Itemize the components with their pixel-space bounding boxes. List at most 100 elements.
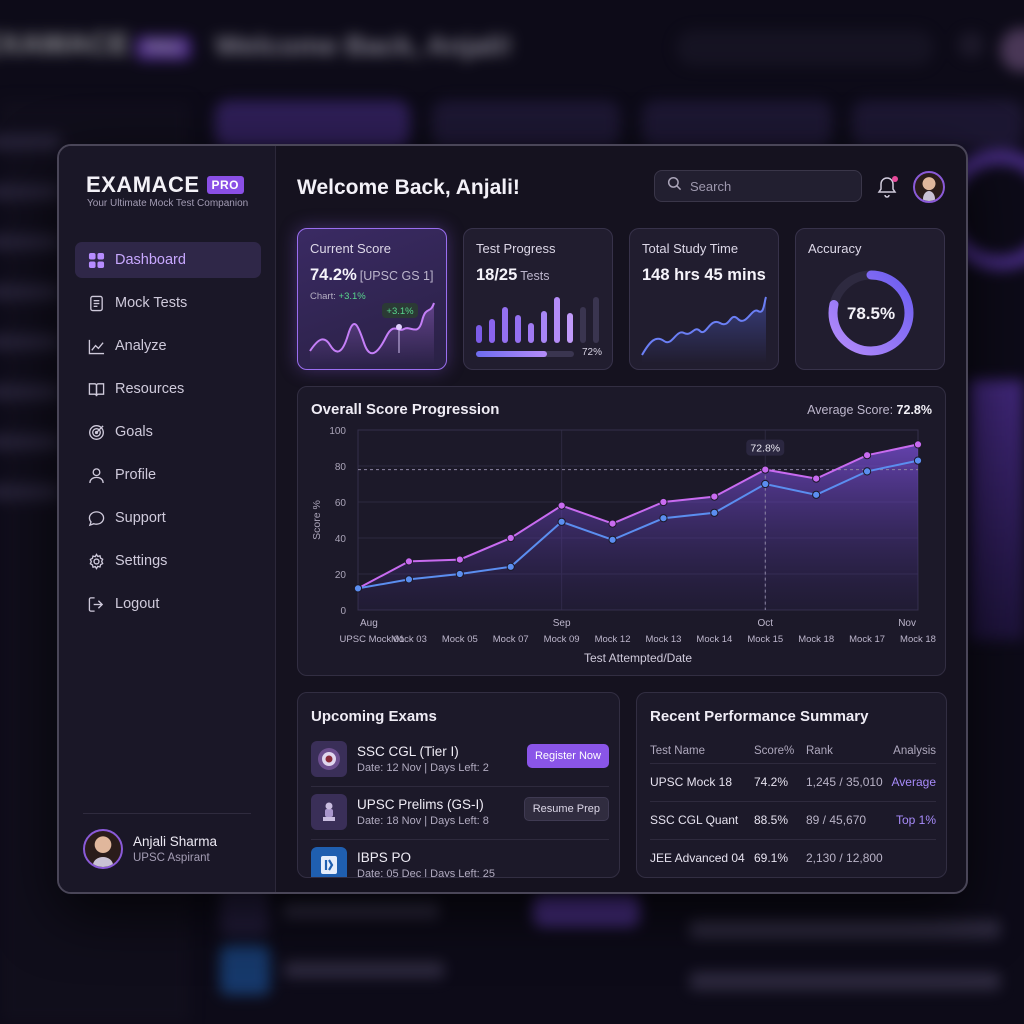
note-change: +3.1% [338, 291, 366, 302]
bg-welcome: Welcome Back, Anjali! [215, 30, 513, 61]
search-icon [667, 176, 682, 196]
table-row[interactable]: JEE Advanced 04 69.1% 2,130 / 12,800 [650, 838, 936, 877]
current-score-exam: [UPSC GS 1] [359, 269, 434, 283]
score-cell: 69.1% [754, 838, 806, 877]
series-line-primary [357, 443, 919, 590]
accuracy-card[interactable]: Accuracy 78.5% [795, 228, 945, 370]
data-point [862, 451, 872, 460]
accuracy-arc [828, 270, 914, 356]
score-tooltip: +3.1% [386, 306, 414, 317]
card-label: Accuracy [808, 241, 862, 256]
data-point [404, 575, 414, 584]
sidebar-item-mock-tests[interactable]: Mock Tests [75, 285, 261, 321]
tests-completed: 18/25 [476, 266, 518, 284]
sidebar-item-goals[interactable]: Goals [75, 414, 261, 450]
progression-title: Overall Score Progression [311, 401, 500, 418]
notification-bell-icon[interactable] [877, 176, 899, 198]
avatar[interactable] [913, 171, 945, 203]
column-header: Rank [806, 744, 833, 757]
register-now-button[interactable]: Register Now [526, 744, 609, 768]
x-tick-label: Mock 03 [391, 634, 427, 645]
y-tick-label: 100 [329, 426, 346, 437]
performance-title: Recent Performance Summary [650, 708, 869, 725]
user-name: Anjali Sharma [133, 834, 218, 849]
month-label: Sep [553, 618, 571, 629]
reference-label: 72.8% [750, 443, 780, 455]
test-name-cell: SSC CGL Quant [650, 800, 754, 839]
bg-avatar [1000, 28, 1024, 72]
pro-badge: PRO [206, 176, 245, 194]
x-tick-label: Mock 09 [544, 634, 580, 645]
data-point [608, 535, 617, 544]
sidebar-item-profile[interactable]: Profile [75, 457, 261, 493]
list-item[interactable]: IBPS PO Date: 05 Dec | Days Left: 25 [311, 843, 609, 877]
month-label: Aug [360, 618, 378, 629]
table-header: Test Name Score% Rank Analysis [650, 739, 936, 763]
table-row[interactable]: SSC CGL Quant 88.5% 89 / 45,670 Top 1% [650, 800, 936, 839]
analysis-link[interactable] [890, 838, 936, 877]
progress-percent: 72% [582, 347, 603, 358]
sidebar-item-dashboard[interactable]: Dashboard [75, 242, 261, 278]
analysis-link[interactable]: Top 1% [890, 800, 936, 839]
test-name-cell: JEE Advanced 04 [650, 838, 754, 877]
month-label: Oct [757, 618, 773, 629]
search-input[interactable] [690, 178, 840, 194]
data-point [557, 517, 566, 526]
upcoming-exams-panel: Upcoming Exams SSC CGL (Tier I) Date: 12… [297, 692, 620, 878]
sidebar-item-support[interactable]: Support [75, 500, 261, 536]
sidebar-item-label: Support [115, 510, 166, 526]
score-progression-card: Overall Score Progression Average Score:… [297, 386, 946, 676]
bg-bell-icon [958, 32, 984, 58]
data-point [506, 533, 515, 543]
analysis-link[interactable]: Average [890, 762, 936, 801]
y-tick-label: 20 [335, 570, 347, 581]
score-cell: 88.5% [754, 800, 806, 839]
x-tick-label: UPSC Mock 01 [340, 634, 405, 645]
y-tick-label: 60 [335, 498, 347, 509]
divider [311, 786, 609, 787]
tests-unit: Tests [520, 269, 550, 283]
current-score-card[interactable]: Current Score 74.2% [UPSC GS 1] Chart: +3… [297, 228, 447, 370]
data-point [353, 584, 363, 593]
progress-bars [476, 297, 599, 343]
table-row[interactable]: UPSC Mock 18 74.2% 1,245 / 35,010 Averag… [650, 762, 936, 801]
user-profile[interactable]: Anjali Sharma UPSC Aspirant [83, 829, 217, 869]
data-point [455, 569, 464, 579]
rank-cell: 1,245 / 35,010 [806, 762, 890, 801]
y-tick-label: 0 [340, 606, 346, 617]
x-tick-label: Mock 14 [696, 634, 732, 645]
sidebar-item-label: Logout [115, 596, 160, 612]
list-item[interactable]: SSC CGL (Tier I) Date: 12 Nov | Days Lef… [311, 737, 609, 781]
score-cell: 74.2% [754, 762, 806, 801]
sidebar-item-settings[interactable]: Settings [75, 543, 261, 579]
data-point [608, 519, 617, 528]
sidebar-item-label: Resources [115, 381, 185, 397]
sidebar-item-resources[interactable]: Resources [75, 371, 261, 407]
user-role: UPSC Aspirant [133, 852, 210, 864]
study-time-card[interactable]: Total Study Time 148 hrs 45 mins [629, 228, 779, 370]
sidebar-item-logout[interactable]: Logout [75, 586, 261, 622]
brand-name: EXAMACE [86, 172, 200, 197]
card-label: Test Progress [476, 241, 556, 256]
x-tick-label: Mock 05 [442, 634, 478, 645]
resume-prep-button[interactable]: Resume Prep [523, 797, 609, 821]
exam-name: UPSC Prelims (GS-I) [357, 797, 484, 812]
recent-performance-panel: Recent Performance Summary Test Name Sco… [636, 692, 947, 878]
x-tick-label: Mock 12 [595, 634, 631, 645]
x-tick-label: Mock 07 [493, 634, 529, 645]
performance-table: Test Name Score% Rank Analysis UPSC Mock… [650, 739, 936, 877]
brand-logo[interactable]: EXAMACE PRO [86, 172, 245, 198]
card-value: 74.2% [UPSC GS 1] [310, 266, 434, 285]
gear-icon [87, 552, 105, 570]
y-tick-label: 80 [335, 462, 347, 473]
list-item[interactable]: UPSC Prelims (GS-I) Date: 18 Nov | Days … [311, 790, 609, 834]
exam-date: Date: 12 Nov | Days Left: 2 [357, 762, 489, 774]
search-bar[interactable] [654, 170, 862, 202]
sidebar-item-analyze[interactable]: Analyze [75, 328, 261, 364]
progress-fill [476, 351, 547, 357]
score-progression-chart: 0 20 40 60 80 100 Aug Sep Oct Nov 72.8% UPSC Mock 0… [311, 426, 936, 665]
test-progress-card[interactable]: Test Progress 18/25 Tests 72% [463, 228, 613, 370]
data-point [761, 479, 770, 489]
brand-tagline: Your Ultimate Mock Test Companion [87, 198, 249, 209]
x-tick-label: Mock 18 [798, 634, 834, 645]
